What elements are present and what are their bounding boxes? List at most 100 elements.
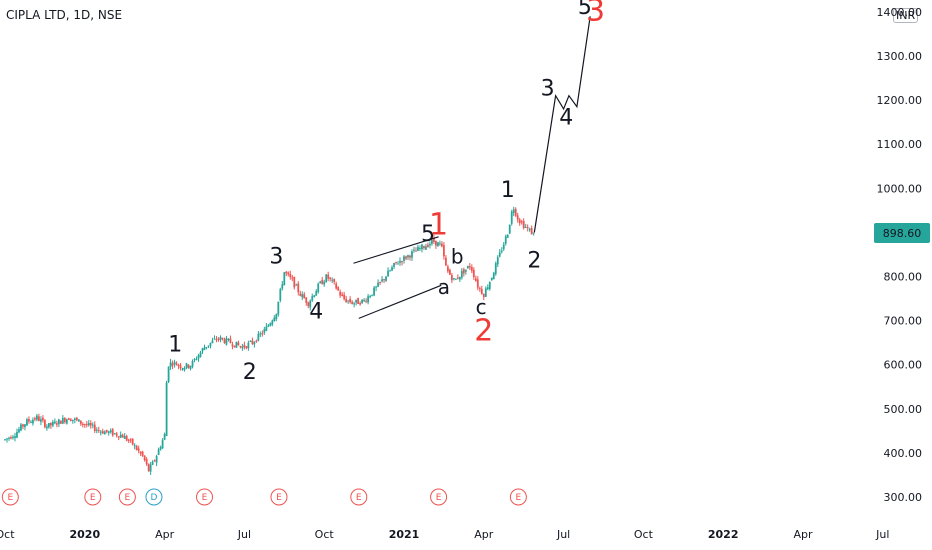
candle-body [474, 278, 477, 281]
wave-label: 1 [168, 332, 182, 357]
candle-body [277, 301, 280, 315]
event-marker-icon [196, 488, 213, 506]
candle-body [401, 261, 403, 263]
candle-body [229, 338, 232, 344]
event-letter: E [516, 493, 522, 503]
candle-body [185, 363, 188, 368]
candle-body [397, 263, 399, 265]
candle-body [522, 221, 525, 229]
candle-body [275, 313, 278, 320]
candle-body [311, 296, 314, 301]
candle-body [65, 419, 68, 424]
x-tick-label: 2022 [708, 528, 739, 541]
symbol-header[interactable]: CIPLA LTD, 1D, NSE [6, 8, 123, 22]
candle-body [407, 255, 409, 258]
y-tick-label: 1400.00 [877, 6, 923, 19]
candle-body [159, 447, 162, 450]
candle-body [460, 270, 463, 278]
candle-body [127, 439, 130, 441]
event-letter: E [436, 493, 442, 503]
candle-body [373, 287, 375, 296]
candle-body [385, 276, 387, 281]
candle-body [393, 263, 395, 267]
candle-body [439, 243, 441, 245]
candle-body [472, 269, 475, 278]
x-tick-label: Oct [634, 528, 654, 541]
candle-body [47, 423, 50, 428]
currency-badge[interactable]: INR [893, 8, 919, 23]
candle-body [153, 460, 156, 462]
event-letter: E [276, 493, 282, 503]
candle-body [468, 266, 471, 268]
candle-body [405, 256, 407, 259]
candle-body [53, 421, 56, 424]
candle-body [377, 282, 379, 287]
candle-body [526, 227, 529, 229]
y-tick-label: 1300.00 [877, 50, 923, 63]
candle-body [241, 346, 244, 349]
candle-body [337, 287, 340, 291]
candle-body [205, 347, 208, 349]
candle-body [63, 418, 66, 423]
event-marker-icon [509, 488, 527, 506]
candle-body [24, 424, 26, 428]
candle-body [263, 329, 266, 333]
candle-body [488, 281, 491, 289]
candle-body [285, 271, 288, 274]
candle-body [223, 339, 226, 343]
candle-body [243, 344, 246, 348]
candle-body [121, 434, 124, 438]
candle-body [297, 283, 300, 293]
wave-label: 2 [243, 360, 257, 385]
candle-body [508, 224, 511, 234]
y-tick-label: 600.00 [884, 359, 923, 372]
candle-body [490, 277, 493, 281]
candle-body [375, 286, 377, 288]
candle-body [38, 416, 40, 421]
x-tick-label: Apr [793, 528, 813, 541]
candle-body [464, 269, 467, 272]
candle-body [245, 346, 248, 349]
candle-body [448, 269, 451, 275]
candle-body [12, 436, 14, 438]
candle-body [247, 342, 250, 349]
candle-body [231, 344, 234, 347]
candle-body [387, 270, 389, 277]
candle-body [484, 288, 487, 297]
candle-body [79, 420, 82, 424]
candle-body [413, 249, 415, 251]
candle-body [119, 434, 122, 438]
candle-body [456, 277, 459, 279]
candle-body [179, 365, 182, 369]
candle-body [169, 362, 172, 367]
candle-body [171, 363, 174, 366]
candle-body [117, 436, 120, 438]
candle-body [371, 294, 373, 296]
candle-body [512, 209, 515, 213]
candle-body [443, 245, 445, 257]
candle-body [44, 420, 46, 428]
candle-body [403, 256, 405, 261]
candle-body [421, 244, 423, 250]
candle-body [331, 279, 334, 281]
candle-body [157, 449, 160, 455]
candle-body [496, 257, 499, 265]
candle-body [530, 228, 533, 235]
candle-body [500, 250, 503, 252]
candle-body [299, 293, 302, 296]
candle-body [111, 429, 114, 436]
candle-body [183, 368, 186, 370]
candle-body [239, 346, 242, 348]
candle-body [309, 300, 312, 308]
candle-body [213, 338, 216, 340]
candle-body [281, 284, 284, 289]
candle-body [389, 270, 391, 272]
candle-body [498, 252, 501, 257]
candle-body [317, 283, 320, 293]
candle-body [211, 340, 214, 344]
x-tick-label: Apr [474, 528, 494, 541]
candle-body [367, 296, 369, 303]
candle-body [32, 419, 34, 424]
